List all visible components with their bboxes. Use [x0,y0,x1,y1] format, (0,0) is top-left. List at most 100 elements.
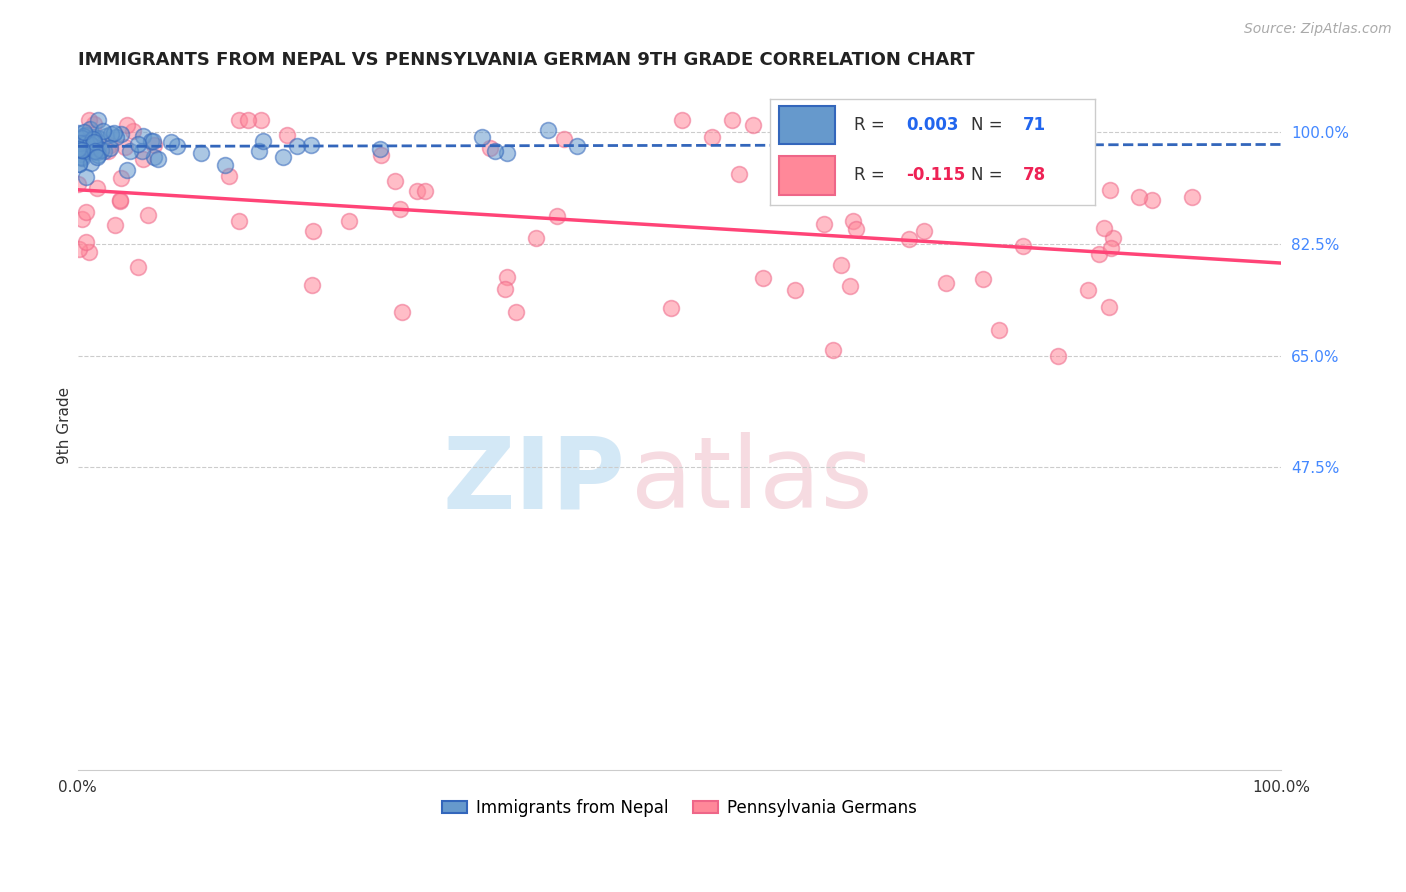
Point [86,150,108,164]
Point [876,114,898,128]
Point [1098,300,1121,314]
Point [987,323,1010,337]
Point [67,156,90,170]
Point [69,143,91,157]
Legend: Immigrants from Nepal, Pennsylvania Germans: Immigrants from Nepal, Pennsylvania Germ… [436,792,924,823]
Point [413,184,436,198]
Point [127,260,149,274]
Point [496,270,519,285]
Point [70,143,93,157]
Point [671,112,693,127]
Point [83,144,105,158]
Point [567,138,589,153]
Point [484,144,506,158]
Point [1128,190,1150,204]
Point [73,125,96,139]
Point [70,131,93,145]
Point [479,141,502,155]
Point [128,136,150,151]
Point [249,112,271,127]
Point [79,122,101,136]
Point [79,137,101,152]
Point [118,144,141,158]
Point [108,194,131,208]
Y-axis label: 9th Grade: 9th Grade [58,387,72,464]
Point [77,244,100,259]
Point [96,129,118,144]
Point [75,235,97,249]
Point [810,122,832,136]
Point [75,128,97,143]
Point [142,134,165,148]
Point [132,152,155,166]
Point [546,209,568,223]
Point [214,158,236,172]
Point [67,177,90,191]
Point [839,279,862,293]
Point [93,144,115,158]
Point [108,193,131,207]
Point [98,137,121,152]
Point [1012,239,1035,253]
Point [252,134,274,148]
Point [160,136,183,150]
Point [830,258,852,272]
Point [115,162,138,177]
Point [132,129,155,144]
Point [1102,231,1125,245]
Point [1092,221,1115,235]
Point [100,128,122,142]
Point [75,205,97,219]
Point [75,144,97,158]
Point [67,142,90,156]
Point [494,282,516,296]
Point [1142,193,1164,207]
Point [142,150,165,164]
Point [1087,247,1109,261]
Text: IMMIGRANTS FROM NEPAL VS PENNSYLVANIA GERMAN 9TH GRADE CORRELATION CHART: IMMIGRANTS FROM NEPAL VS PENNSYLVANIA GE… [77,51,974,69]
Point [142,137,165,152]
Point [80,155,103,169]
Point [83,136,105,150]
Point [86,145,108,160]
Point [77,112,100,127]
Point [302,223,325,237]
Point [69,136,91,150]
Point [228,112,250,127]
Point [841,213,863,227]
Point [121,124,143,138]
Point [86,181,108,195]
Point [553,131,575,145]
Point [496,146,519,161]
Point [146,152,169,166]
Point [72,128,94,143]
Point [271,151,294,165]
Text: ZIP: ZIP [443,433,626,529]
Point [218,169,240,184]
Point [75,169,97,184]
Point [783,284,806,298]
Point [110,170,132,185]
Point [384,174,406,188]
Point [72,136,94,150]
Point [1098,183,1121,197]
Point [86,130,108,145]
Point [659,301,682,315]
Point [97,145,120,159]
Point [813,217,835,231]
Point [70,150,93,164]
Point [505,305,527,319]
Point [67,142,90,156]
Point [90,143,112,157]
Point [247,144,270,158]
Point [105,129,128,144]
Point [83,117,105,131]
Point [276,128,298,142]
Point [537,122,560,136]
Point [898,232,921,246]
Point [87,112,110,127]
Point [700,129,723,144]
Point [82,139,104,153]
Point [82,131,104,145]
Point [236,112,259,127]
